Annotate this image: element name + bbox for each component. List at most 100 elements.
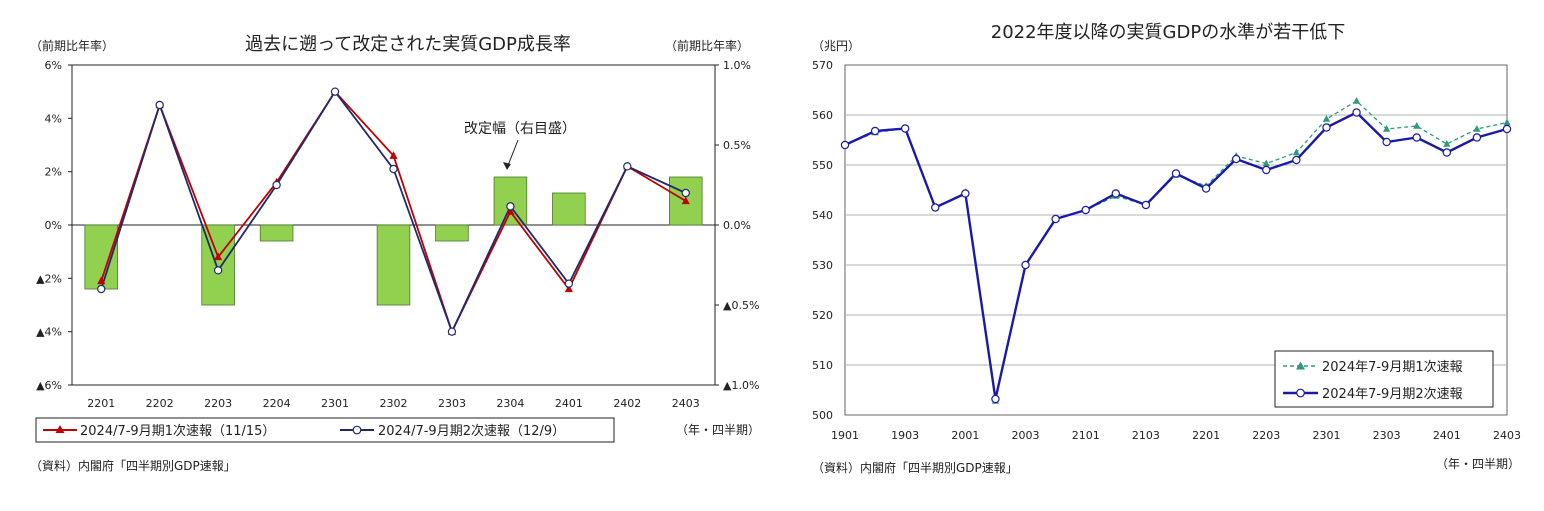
left-x-tick-label: 2302 (380, 397, 408, 410)
annotation-arrowhead (503, 162, 511, 170)
right-point-series-2 (1171, 169, 1181, 178)
point-series-1 (214, 252, 223, 261)
left-x-tick-label: 2301 (321, 397, 349, 410)
revision-bar (376, 224, 411, 306)
right-y-tick-label: 0.5% (723, 139, 751, 152)
right-y-ticks: 570 560 550 540 530 520 510 500 (812, 59, 833, 422)
point-series-1 (389, 151, 398, 159)
right-point-series-1 (1262, 159, 1270, 167)
right-x-tick-label: 2301 (1312, 429, 1340, 442)
right-point-series-1 (1443, 140, 1451, 147)
revision-bar (493, 176, 528, 226)
point-series-2 (97, 284, 106, 294)
right-point-series-1 (1292, 148, 1300, 156)
right-y-tick-label: ▲0.5% (723, 299, 759, 312)
legend-label-first: 2024/7-9月期1次速報（11/15） (80, 423, 275, 439)
right-x-tick-label: 1903 (891, 429, 919, 442)
right-y-tick-label: 560 (812, 109, 833, 122)
right-y-unit: （前期比年率） (665, 38, 749, 53)
right-y-tick-label: 0.0% (723, 219, 751, 232)
right-source: （資料）内閣府「四半期別GDP速報」 (812, 460, 1018, 475)
left-source: （資料）内閣府「四半期別GDP速報」 (30, 458, 236, 473)
left-x-ticks: 2201 2202 2203 2204 2301 2302 2303 2304 2401 2402… (87, 397, 700, 410)
left-x-tick-label: 2403 (672, 397, 700, 410)
right-point-series-2 (1442, 148, 1452, 157)
point-series-1 (681, 196, 690, 205)
left-legend (35, 417, 615, 443)
right-point-series-2 (870, 126, 880, 136)
point-series-2 (447, 327, 457, 336)
right-point-series-2 (1081, 205, 1090, 215)
right-point-series-2 (991, 394, 1000, 404)
right-x-ticks: 1901 1903 2001 2003 2101 2103 2201 2203 2301 2303… (831, 429, 1521, 442)
right-x-tick-label: 1901 (831, 429, 859, 442)
right-point-series-1 (1352, 97, 1361, 104)
right-point-series-2 (1412, 133, 1421, 142)
point-series-2 (681, 188, 690, 198)
left-chart: 過去に遡って改定された実質GDP成長率 （前期比年率） （前期比年率） 6% 4%… (30, 34, 760, 473)
left-y-tick-label: 2% (45, 166, 62, 179)
right-y-tick-label: 550 (812, 159, 833, 172)
right-point-series-1 (1503, 118, 1511, 126)
right-x-tick-label: 2401 (1433, 429, 1461, 442)
right-x-tick-label: 2101 (1072, 429, 1100, 442)
right-point-series-1 (1473, 125, 1481, 132)
right-x-tick-label: 2403 (1493, 429, 1521, 442)
right-point-series-1 (1383, 125, 1391, 132)
left-y-tick-label: ▲6% (36, 379, 62, 392)
left-right-ticks: 1.0% 0.5% 0.0% ▲0.5% ▲1.0% (715, 59, 759, 392)
point-series-1 (564, 284, 573, 293)
right-point-series-2 (840, 140, 850, 150)
point-series-1 (97, 276, 106, 285)
left-chart-title: 過去に遡って改定された実質GDP成長率 (245, 34, 571, 55)
right-x-tick-label: 2303 (1373, 429, 1401, 442)
right-point-series-2 (1262, 165, 1271, 175)
right-y-tick-label: 570 (812, 59, 833, 72)
right-point-series-2 (1051, 214, 1060, 224)
left-x-tick-label: 2303 (438, 397, 466, 410)
left-y-tick-label: ▲4% (36, 326, 62, 339)
right-y-tick-label: ▲1.0% (723, 379, 759, 392)
point-series-2 (623, 162, 632, 171)
right-legend-triangle-marker-icon (1296, 361, 1305, 370)
right-x-tick-label: 2201 (1192, 429, 1220, 442)
left-y-tick-label: ▲2% (36, 272, 62, 285)
point-series-2 (389, 164, 398, 174)
right-y-tick-label: 510 (812, 359, 833, 372)
annotation-arrow (506, 139, 519, 169)
left-y-tick-label: 4% (45, 112, 62, 125)
right-point-series-2 (900, 124, 910, 133)
right-legend-circle-marker-icon (1296, 388, 1305, 398)
right-y-tick-label: 1.0% (723, 59, 751, 72)
right-point-series-2 (931, 203, 940, 212)
right-x-tick-label: 2001 (951, 429, 979, 442)
right-point-series-2 (1472, 133, 1482, 142)
right-lines (840, 97, 1512, 404)
right-point-series-2 (1502, 124, 1512, 134)
left-y-tick-label: 0% (45, 219, 62, 232)
revision-bar (259, 224, 294, 242)
right-point-series-2 (1141, 200, 1151, 210)
point-series-2 (506, 202, 515, 211)
right-point-series-2 (1352, 108, 1361, 117)
right-y-tick-label: 500 (812, 409, 833, 422)
right-legend-label-second: 2024年7-9月期2次速報 (1322, 386, 1463, 402)
right-legend (1274, 350, 1494, 408)
right-x-tick-label: 2203 (1252, 429, 1280, 442)
right-point-series-2 (1201, 184, 1211, 193)
right-chart-title: 2022年度以降の実質GDPの水準が若干低下 (991, 22, 1345, 43)
right-point-series-2 (1021, 260, 1030, 270)
right-point-series-2 (961, 189, 970, 198)
point-series-2 (213, 266, 223, 275)
right-point-series-2 (1322, 123, 1331, 132)
left-x-tick-label: 2401 (555, 397, 583, 410)
legend-triangle-marker-icon (55, 425, 65, 433)
right-legend-label-first: 2024年7-9月期1次速報 (1322, 359, 1463, 375)
left-x-tick-label: 2204 (263, 397, 291, 410)
right-x-tick-label: 2003 (1012, 429, 1040, 442)
left-y-tick-label: 6% (45, 59, 62, 72)
right-y-unit-label: （兆円） (812, 39, 860, 53)
left-y-unit: （前期比年率） (30, 38, 114, 53)
right-chart: 2022年度以降の実質GDPの水準が若干低下 （兆円） 570 560 550 540… (812, 22, 1521, 475)
